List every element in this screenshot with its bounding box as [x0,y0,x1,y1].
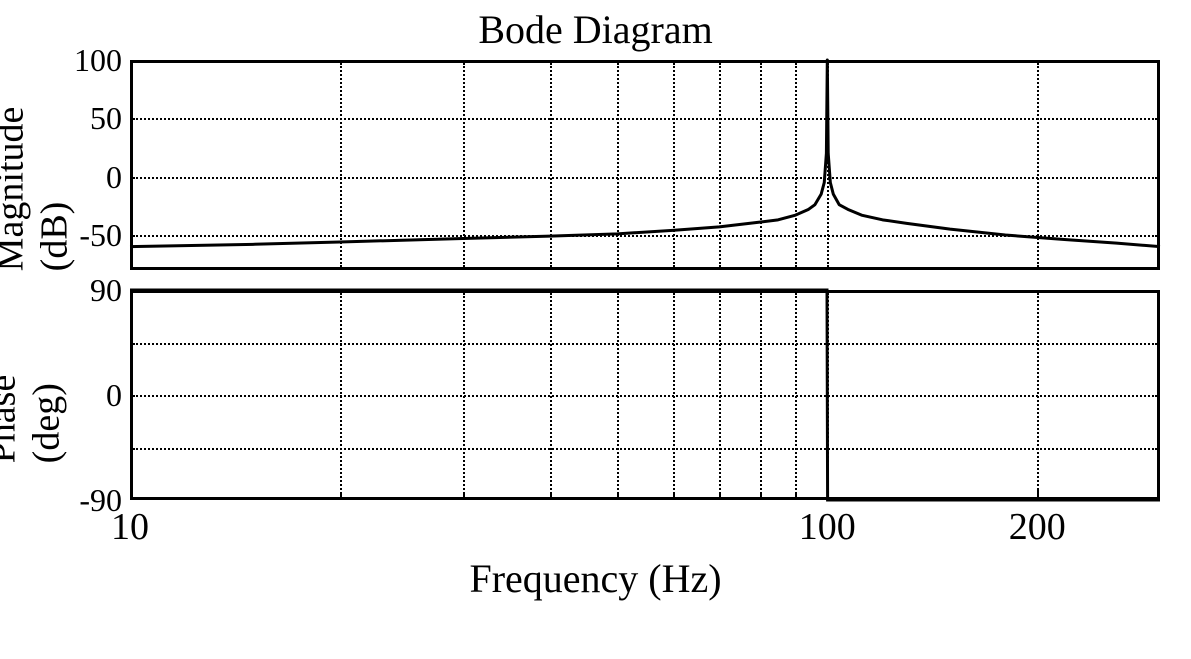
phase-ytick-label: 0 [22,377,122,414]
magnitude-gridline-x [760,63,762,267]
phase-gridline-x [673,293,675,497]
x-tick-label: 10 [111,505,149,549]
phase-gridline-y [133,395,1157,397]
x-tick-minor [617,493,619,500]
phase-gridline-x [340,293,342,497]
phase-gridline-x [795,293,797,497]
x-tick-minor [463,493,465,500]
magnitude-trace [130,60,1160,270]
magnitude-gridline-x [617,63,619,267]
x-tick-label: 200 [1009,505,1066,549]
magnitude-gridline-x [827,63,829,267]
magnitude-gridline-x [550,63,552,267]
phase-gridline-x [827,293,829,497]
magnitude-ytick-label: 0 [22,159,122,196]
magnitude-gridline-y [133,177,1157,179]
x-axis-title: Frequency (Hz) [469,555,721,602]
phase-gridline-y [133,448,1157,450]
phase-gridline-x [463,293,465,497]
phase-ytick-label: -90 [22,482,122,519]
magnitude-ytick-label: 50 [22,100,122,137]
magnitude-ytick-label: -50 [22,217,122,254]
phase-gridline-x [760,293,762,497]
x-tick-minor [550,493,552,500]
phase-gridline-x [550,293,552,497]
bode-figure: Bode Diagram Magnitude (dB) Phase (deg) … [0,0,1191,659]
magnitude-gridline-y [133,235,1157,237]
x-tick-minor [673,493,675,500]
x-tick-major [1037,488,1039,500]
magnitude-gridline-x [795,63,797,267]
magnitude-gridline-x [673,63,675,267]
phase-ylabel-text: Phase [0,375,23,464]
magnitude-gridline-x [340,63,342,267]
x-tick-label: 100 [799,505,856,549]
x-tick-minor [795,493,797,500]
x-tick-major [827,488,829,500]
phase-gridline-x [617,293,619,497]
magnitude-gridline-x [719,63,721,267]
magnitude-gridline-x [463,63,465,267]
phase-ytick-label: 90 [22,272,122,309]
phase-panel [130,290,1160,500]
figure-title: Bode Diagram [478,6,712,53]
phase-gridline-x [719,293,721,497]
x-tick-minor [340,493,342,500]
magnitude-gridline-y [133,118,1157,120]
magnitude-gridline-x [1037,63,1039,267]
x-tick-major [130,488,132,500]
phase-gridline-x [1037,293,1039,497]
x-tick-minor [760,493,762,500]
magnitude-ytick-label: 100 [22,42,122,79]
phase-gridline-y [133,343,1157,345]
x-tick-minor [719,493,721,500]
magnitude-panel [130,60,1160,270]
